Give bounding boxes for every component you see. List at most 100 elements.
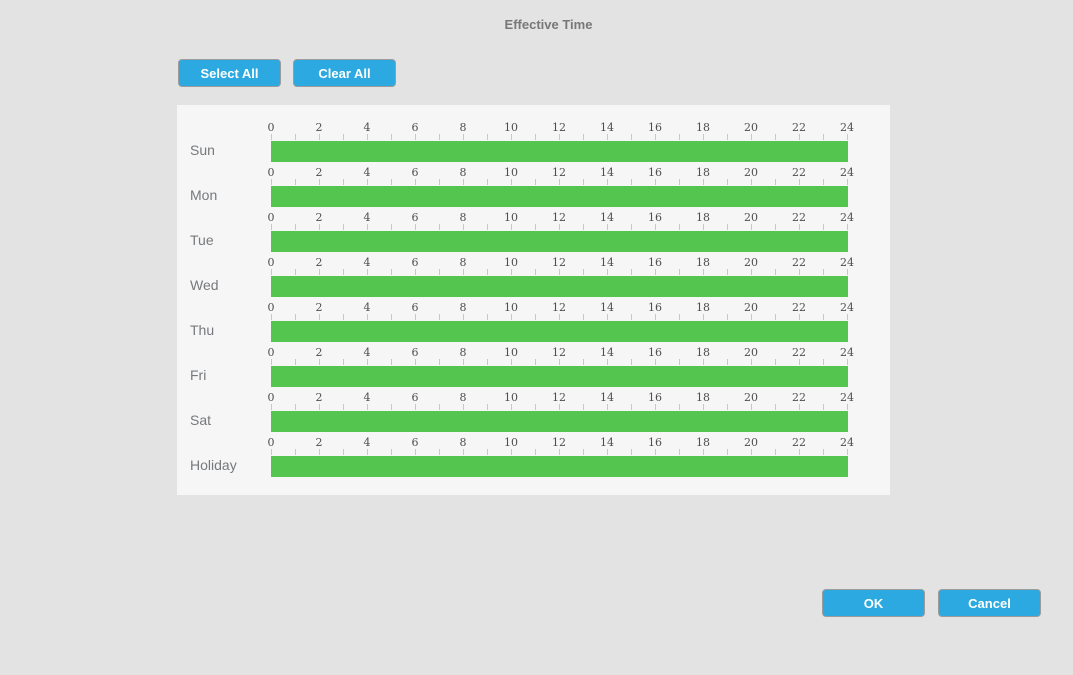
hour-label: 10 xyxy=(504,346,518,359)
hour-ruler: 0 2 4 6 8 10 12 14 16 18 20 22 24 xyxy=(267,436,855,449)
hour-tick xyxy=(631,359,632,365)
timeline-track[interactable] xyxy=(271,456,848,477)
selected-time-bar[interactable] xyxy=(271,276,848,297)
hour-label: 0 xyxy=(267,211,275,224)
hour-label: 16 xyxy=(648,301,662,314)
hour-label: 4 xyxy=(363,121,371,134)
hour-ruler: 0 2 4 6 8 10 12 14 16 18 20 22 24 xyxy=(267,301,855,314)
timeline-track[interactable] xyxy=(271,231,848,252)
hour-tick xyxy=(367,269,368,275)
clear-all-button[interactable]: Clear All xyxy=(293,59,396,87)
cancel-button[interactable]: Cancel xyxy=(938,589,1041,617)
hour-label: 4 xyxy=(363,436,371,449)
hour-tick xyxy=(343,314,344,320)
hour-tick xyxy=(535,179,536,185)
timeline-track[interactable] xyxy=(271,366,848,387)
select-all-button[interactable]: Select All xyxy=(178,59,281,87)
hour-tick xyxy=(487,359,488,365)
timeline-track[interactable] xyxy=(271,276,848,297)
day-label: Holiday xyxy=(190,457,237,473)
hour-tick xyxy=(631,179,632,185)
hour-label: 12 xyxy=(552,121,566,134)
hour-tick xyxy=(511,179,512,185)
hour-label: 18 xyxy=(696,436,710,449)
hour-tick xyxy=(511,404,512,410)
day-label: Thu xyxy=(190,322,215,338)
timeline-track[interactable] xyxy=(271,411,848,432)
hour-label: 20 xyxy=(744,436,758,449)
hour-tick xyxy=(799,449,800,455)
timeline-track[interactable] xyxy=(271,186,848,207)
hour-tick xyxy=(799,224,800,230)
hour-tick xyxy=(703,404,704,410)
hour-tick xyxy=(439,224,440,230)
hour-label: 2 xyxy=(315,256,323,269)
hour-label: 16 xyxy=(648,166,662,179)
hour-tick xyxy=(415,404,416,410)
selected-time-bar[interactable] xyxy=(271,231,848,252)
hour-label: 8 xyxy=(459,301,467,314)
hour-label: 0 xyxy=(267,346,275,359)
hour-label: 2 xyxy=(315,211,323,224)
selected-time-bar[interactable] xyxy=(271,186,848,207)
hour-label: 24 xyxy=(840,346,854,359)
hour-label: 16 xyxy=(648,436,662,449)
hour-tick xyxy=(415,224,416,230)
selected-time-bar[interactable] xyxy=(271,321,848,342)
hour-tick xyxy=(823,314,824,320)
selected-time-bar[interactable] xyxy=(271,141,848,162)
hour-tick xyxy=(367,179,368,185)
footer: OK Cancel xyxy=(822,589,1041,617)
schedule-row-wed: Wed 0 2 4 6 8 10 12 14 16 18 20 22 24 xyxy=(177,256,890,301)
hour-tick xyxy=(583,449,584,455)
hour-tick xyxy=(655,359,656,365)
hour-label: 6 xyxy=(411,301,419,314)
hour-label: 14 xyxy=(600,436,614,449)
selected-time-bar[interactable] xyxy=(271,456,848,477)
selected-time-bar[interactable] xyxy=(271,366,848,387)
hour-tick xyxy=(847,269,848,275)
hour-tick xyxy=(391,224,392,230)
hour-label: 0 xyxy=(267,436,275,449)
hour-label: 22 xyxy=(792,121,806,134)
hour-tick xyxy=(463,179,464,185)
hour-label: 6 xyxy=(411,256,419,269)
hour-label: 18 xyxy=(696,256,710,269)
hour-tick xyxy=(679,314,680,320)
hour-label: 18 xyxy=(696,121,710,134)
hour-tick xyxy=(607,359,608,365)
hour-label: 20 xyxy=(744,301,758,314)
hour-label: 14 xyxy=(600,391,614,404)
timeline-track[interactable] xyxy=(271,141,848,162)
hour-tick xyxy=(823,224,824,230)
hour-label: 8 xyxy=(459,211,467,224)
hour-tick xyxy=(559,314,560,320)
timeline-track[interactable] xyxy=(271,321,848,342)
hour-label: 12 xyxy=(552,346,566,359)
hour-tick xyxy=(727,449,728,455)
hour-tick xyxy=(631,134,632,140)
hour-tick xyxy=(487,449,488,455)
hour-tick xyxy=(463,134,464,140)
hour-label: 10 xyxy=(504,256,518,269)
hour-label: 0 xyxy=(267,301,275,314)
hour-tick xyxy=(703,449,704,455)
hour-tick xyxy=(367,314,368,320)
hour-tick xyxy=(463,449,464,455)
schedule-panel: Sun 0 2 4 6 8 10 12 14 16 18 20 22 24 Mon 0 2 4 6 8 10 12 1… xyxy=(177,105,890,495)
hour-tick xyxy=(559,179,560,185)
hour-tick xyxy=(439,404,440,410)
hour-tick xyxy=(847,314,848,320)
hour-label: 0 xyxy=(267,121,275,134)
hour-tick xyxy=(847,449,848,455)
hour-tick xyxy=(319,314,320,320)
selected-time-bar[interactable] xyxy=(271,411,848,432)
hour-tick xyxy=(751,134,752,140)
hour-ruler: 0 2 4 6 8 10 12 14 16 18 20 22 24 xyxy=(267,211,855,224)
ok-button[interactable]: OK xyxy=(822,589,925,617)
hour-tick xyxy=(319,269,320,275)
schedule-row-thu: Thu 0 2 4 6 8 10 12 14 16 18 20 22 24 xyxy=(177,301,890,346)
hour-label: 10 xyxy=(504,211,518,224)
hour-tick xyxy=(847,224,848,230)
hour-ruler: 0 2 4 6 8 10 12 14 16 18 20 22 24 xyxy=(268,256,855,269)
